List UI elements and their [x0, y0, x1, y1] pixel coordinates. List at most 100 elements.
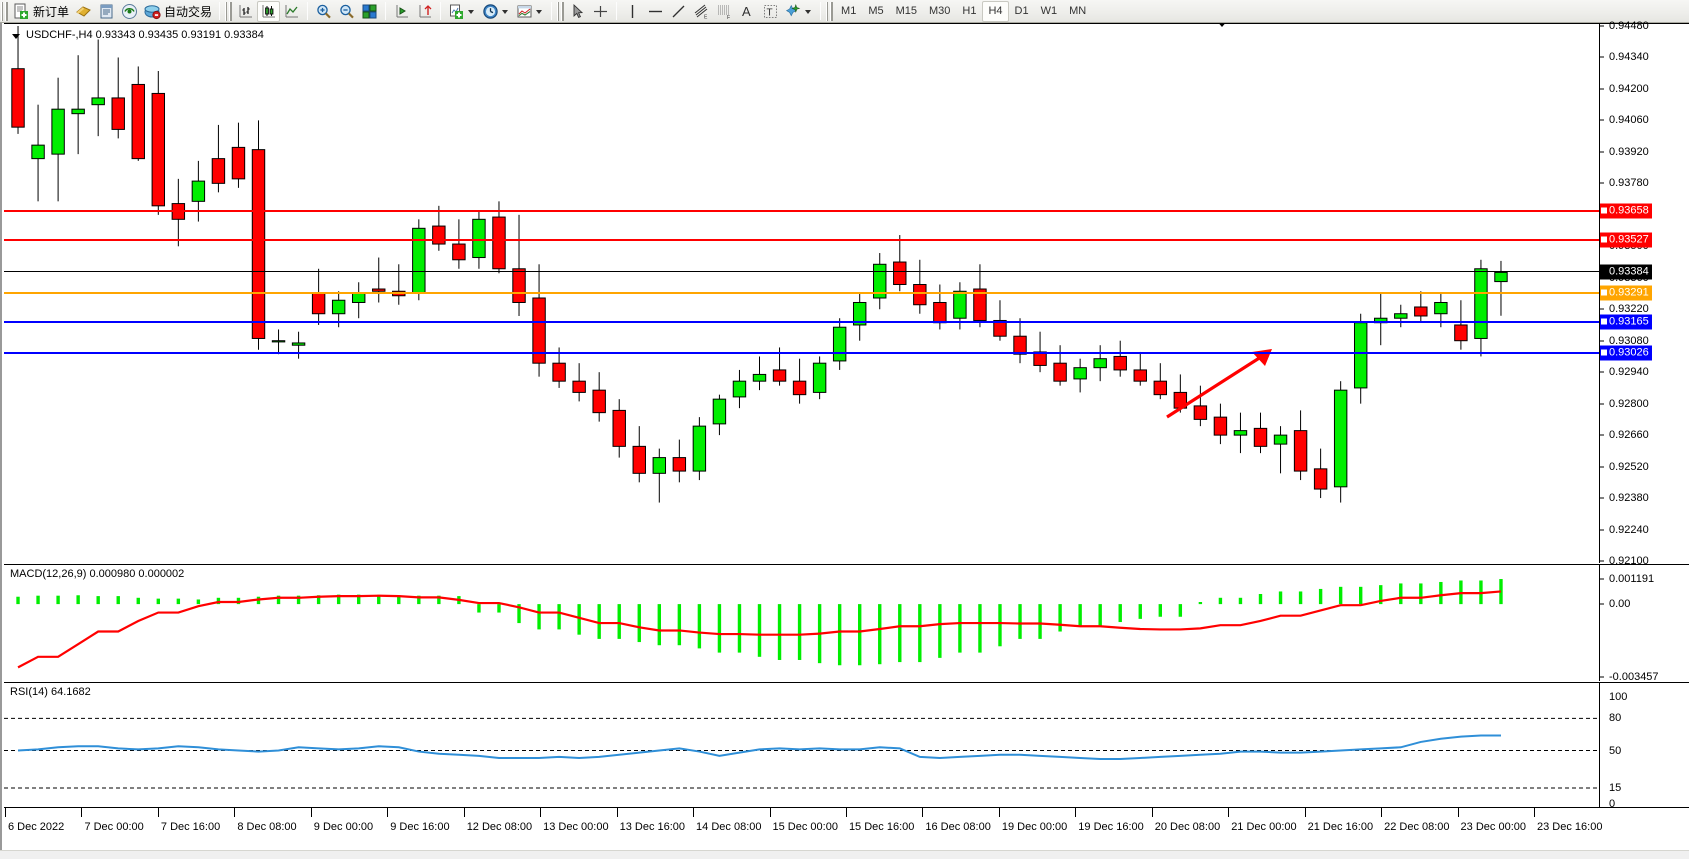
tile-windows-button[interactable]	[358, 1, 381, 22]
bar-chart-button[interactable]	[234, 1, 257, 22]
vertical-line-button[interactable]	[621, 1, 644, 22]
toolbar-grip-3[interactable]	[557, 1, 565, 21]
shapes-button[interactable]	[782, 1, 816, 22]
price-tickmark	[1600, 151, 1604, 153]
candlestick-chart-button[interactable]	[257, 0, 281, 22]
auto-scroll-button[interactable]	[413, 1, 436, 22]
timeframe-button-h4[interactable]: H4	[982, 0, 1009, 22]
line-chart-button[interactable]	[280, 1, 303, 22]
trendline-button[interactable]	[667, 1, 690, 22]
timeframe-button-d1[interactable]: D1	[1009, 1, 1035, 22]
equidistant-channel-button[interactable]: E	[690, 1, 713, 22]
rsi-tick-label: 0	[1609, 798, 1616, 810]
macd-axis[interactable]: 0.001191 0.00 -0.003457	[1600, 565, 1689, 683]
periodicity-dropdown-caret[interactable]	[502, 10, 509, 14]
price-level-line-resistance[interactable]	[4, 239, 1599, 242]
toolbar-separator-7	[820, 2, 822, 20]
crosshair-button[interactable]	[589, 1, 612, 22]
price-level-handle[interactable]	[1601, 207, 1607, 214]
chart-shift-icon	[393, 3, 410, 20]
rsi-plot[interactable]	[4, 683, 1600, 807]
price-level-line-resistance[interactable]	[4, 209, 1599, 212]
price-level-line-pivot[interactable]	[4, 292, 1599, 295]
timeframe-button-h1[interactable]: H1	[956, 1, 982, 22]
macd-histogram	[16, 579, 1503, 666]
price-level-handle[interactable]	[1601, 349, 1607, 356]
chart-marker-caret[interactable]	[1216, 24, 1228, 27]
macd-tickmark	[1600, 578, 1604, 580]
periodicity-button[interactable]	[479, 1, 513, 22]
macd-plot[interactable]	[4, 565, 1600, 681]
templates-button[interactable]	[513, 1, 547, 22]
timeframe-label: H4	[988, 5, 1003, 17]
price-level-tag-current-price[interactable]: 0.93384	[1600, 264, 1652, 280]
templates-dropdown-caret[interactable]	[536, 10, 543, 14]
price-level-line-support[interactable]	[4, 320, 1599, 323]
price-axis[interactable]: 0.94480 0.94340 0.94200 0.94060 0.93920 0.937…	[1600, 20, 1689, 567]
timeframe-button-m5[interactable]: M5	[862, 1, 889, 22]
price-level-tag-support[interactable]: 0.93165	[1600, 314, 1652, 330]
chart-area[interactable]: USDCHF-,H4 0.93343 0.93435 0.93191 0.933…	[0, 20, 1689, 859]
rsi-pane[interactable]: RSI(14) 64.1682 100 80 50 15 0	[4, 682, 1689, 810]
time-tick-label: 7 Dec 00:00	[84, 821, 144, 833]
indicators-dropdown-caret[interactable]	[468, 10, 475, 14]
arrow-annotation[interactable]	[1166, 349, 1272, 419]
chart-shift-button[interactable]	[390, 1, 413, 22]
expert-advisors-button[interactable]	[72, 1, 95, 22]
price-level-line-current-price[interactable]	[4, 271, 1599, 273]
macd-tick-label: -0.003457	[1609, 671, 1659, 683]
bar-chart-icon	[237, 3, 254, 20]
price-plot[interactable]	[4, 24, 1600, 563]
time-axis-separator	[1304, 808, 1306, 817]
symbol-dropdown-caret[interactable]	[12, 34, 20, 39]
timeframe-button-m30[interactable]: M30	[923, 1, 956, 22]
price-level-tag-support[interactable]: 0.93026	[1600, 345, 1652, 361]
toolbar-grip-2[interactable]	[225, 1, 233, 21]
new-order-button[interactable]: 新订单	[10, 1, 72, 22]
zoom-in-button[interactable]	[312, 1, 335, 22]
periodicity-icon	[482, 3, 499, 20]
shapes-dropdown-caret[interactable]	[805, 10, 812, 14]
price-level-tag-resistance[interactable]: 0.93527	[1600, 232, 1652, 248]
data-window-button[interactable]	[95, 1, 118, 22]
timeframe-button-mn[interactable]: MN	[1063, 1, 1092, 22]
time-tick-label: 19 Dec 00:00	[1001, 821, 1068, 833]
rsi-axis[interactable]: 100 80 50 15 0	[1600, 683, 1689, 810]
time-tick-label: 21 Dec 00:00	[1231, 821, 1297, 833]
text-label-button[interactable]: T	[759, 1, 782, 22]
horizontal-line-button[interactable]	[644, 1, 667, 22]
price-level-tag-resistance[interactable]: 0.93658	[1600, 203, 1652, 219]
cursor-button[interactable]	[566, 1, 589, 22]
rsi-tick-label: 100	[1609, 691, 1628, 703]
signals-button[interactable]	[118, 1, 141, 22]
toolbar-grip-4[interactable]	[826, 1, 834, 21]
macd-tick-label: 0.00	[1609, 598, 1631, 611]
macd-pane[interactable]: MACD(12,26,9) 0.000980 0.000002 0.001191…	[4, 564, 1689, 683]
macd-signal-line	[17, 590, 1502, 669]
price-level-handle[interactable]	[1601, 318, 1607, 325]
time-tick-label: 16 Dec 08:00	[925, 821, 991, 833]
vertical-line-icon	[624, 3, 641, 20]
auto-trading-button[interactable]: 自动交易	[141, 1, 215, 22]
indicators-button[interactable]	[445, 1, 479, 22]
timeframe-button-m15[interactable]: M15	[890, 1, 923, 22]
timeframe-label: D1	[1014, 5, 1029, 17]
timeframe-button-w1[interactable]: W1	[1035, 1, 1064, 22]
price-level-handle[interactable]	[1601, 236, 1607, 243]
timeframe-button-m1[interactable]: M1	[835, 1, 862, 22]
rsi-line	[17, 734, 1501, 761]
text-button[interactable]: A	[736, 1, 759, 22]
price-pane[interactable]: USDCHF-,H4 0.93343 0.93435 0.93191 0.933…	[4, 20, 1689, 567]
price-level-line-support[interactable]	[4, 351, 1599, 354]
toolbar-grip[interactable]	[1, 1, 8, 21]
fibonacci-retracement-button[interactable]: F	[713, 1, 736, 22]
zoom-out-button[interactable]	[335, 1, 358, 22]
price-tick-label: 0.92240	[1609, 523, 1649, 536]
price-tickmark	[1600, 308, 1604, 310]
cursor-icon	[569, 3, 586, 20]
time-tick-label: 15 Dec 16:00	[848, 821, 915, 833]
time-tick-label: 9 Dec 16:00	[390, 821, 450, 833]
templates-icon	[516, 3, 533, 20]
price-level-handle[interactable]	[1601, 289, 1607, 296]
price-level-tag-pivot[interactable]: 0.93291	[1600, 285, 1652, 301]
